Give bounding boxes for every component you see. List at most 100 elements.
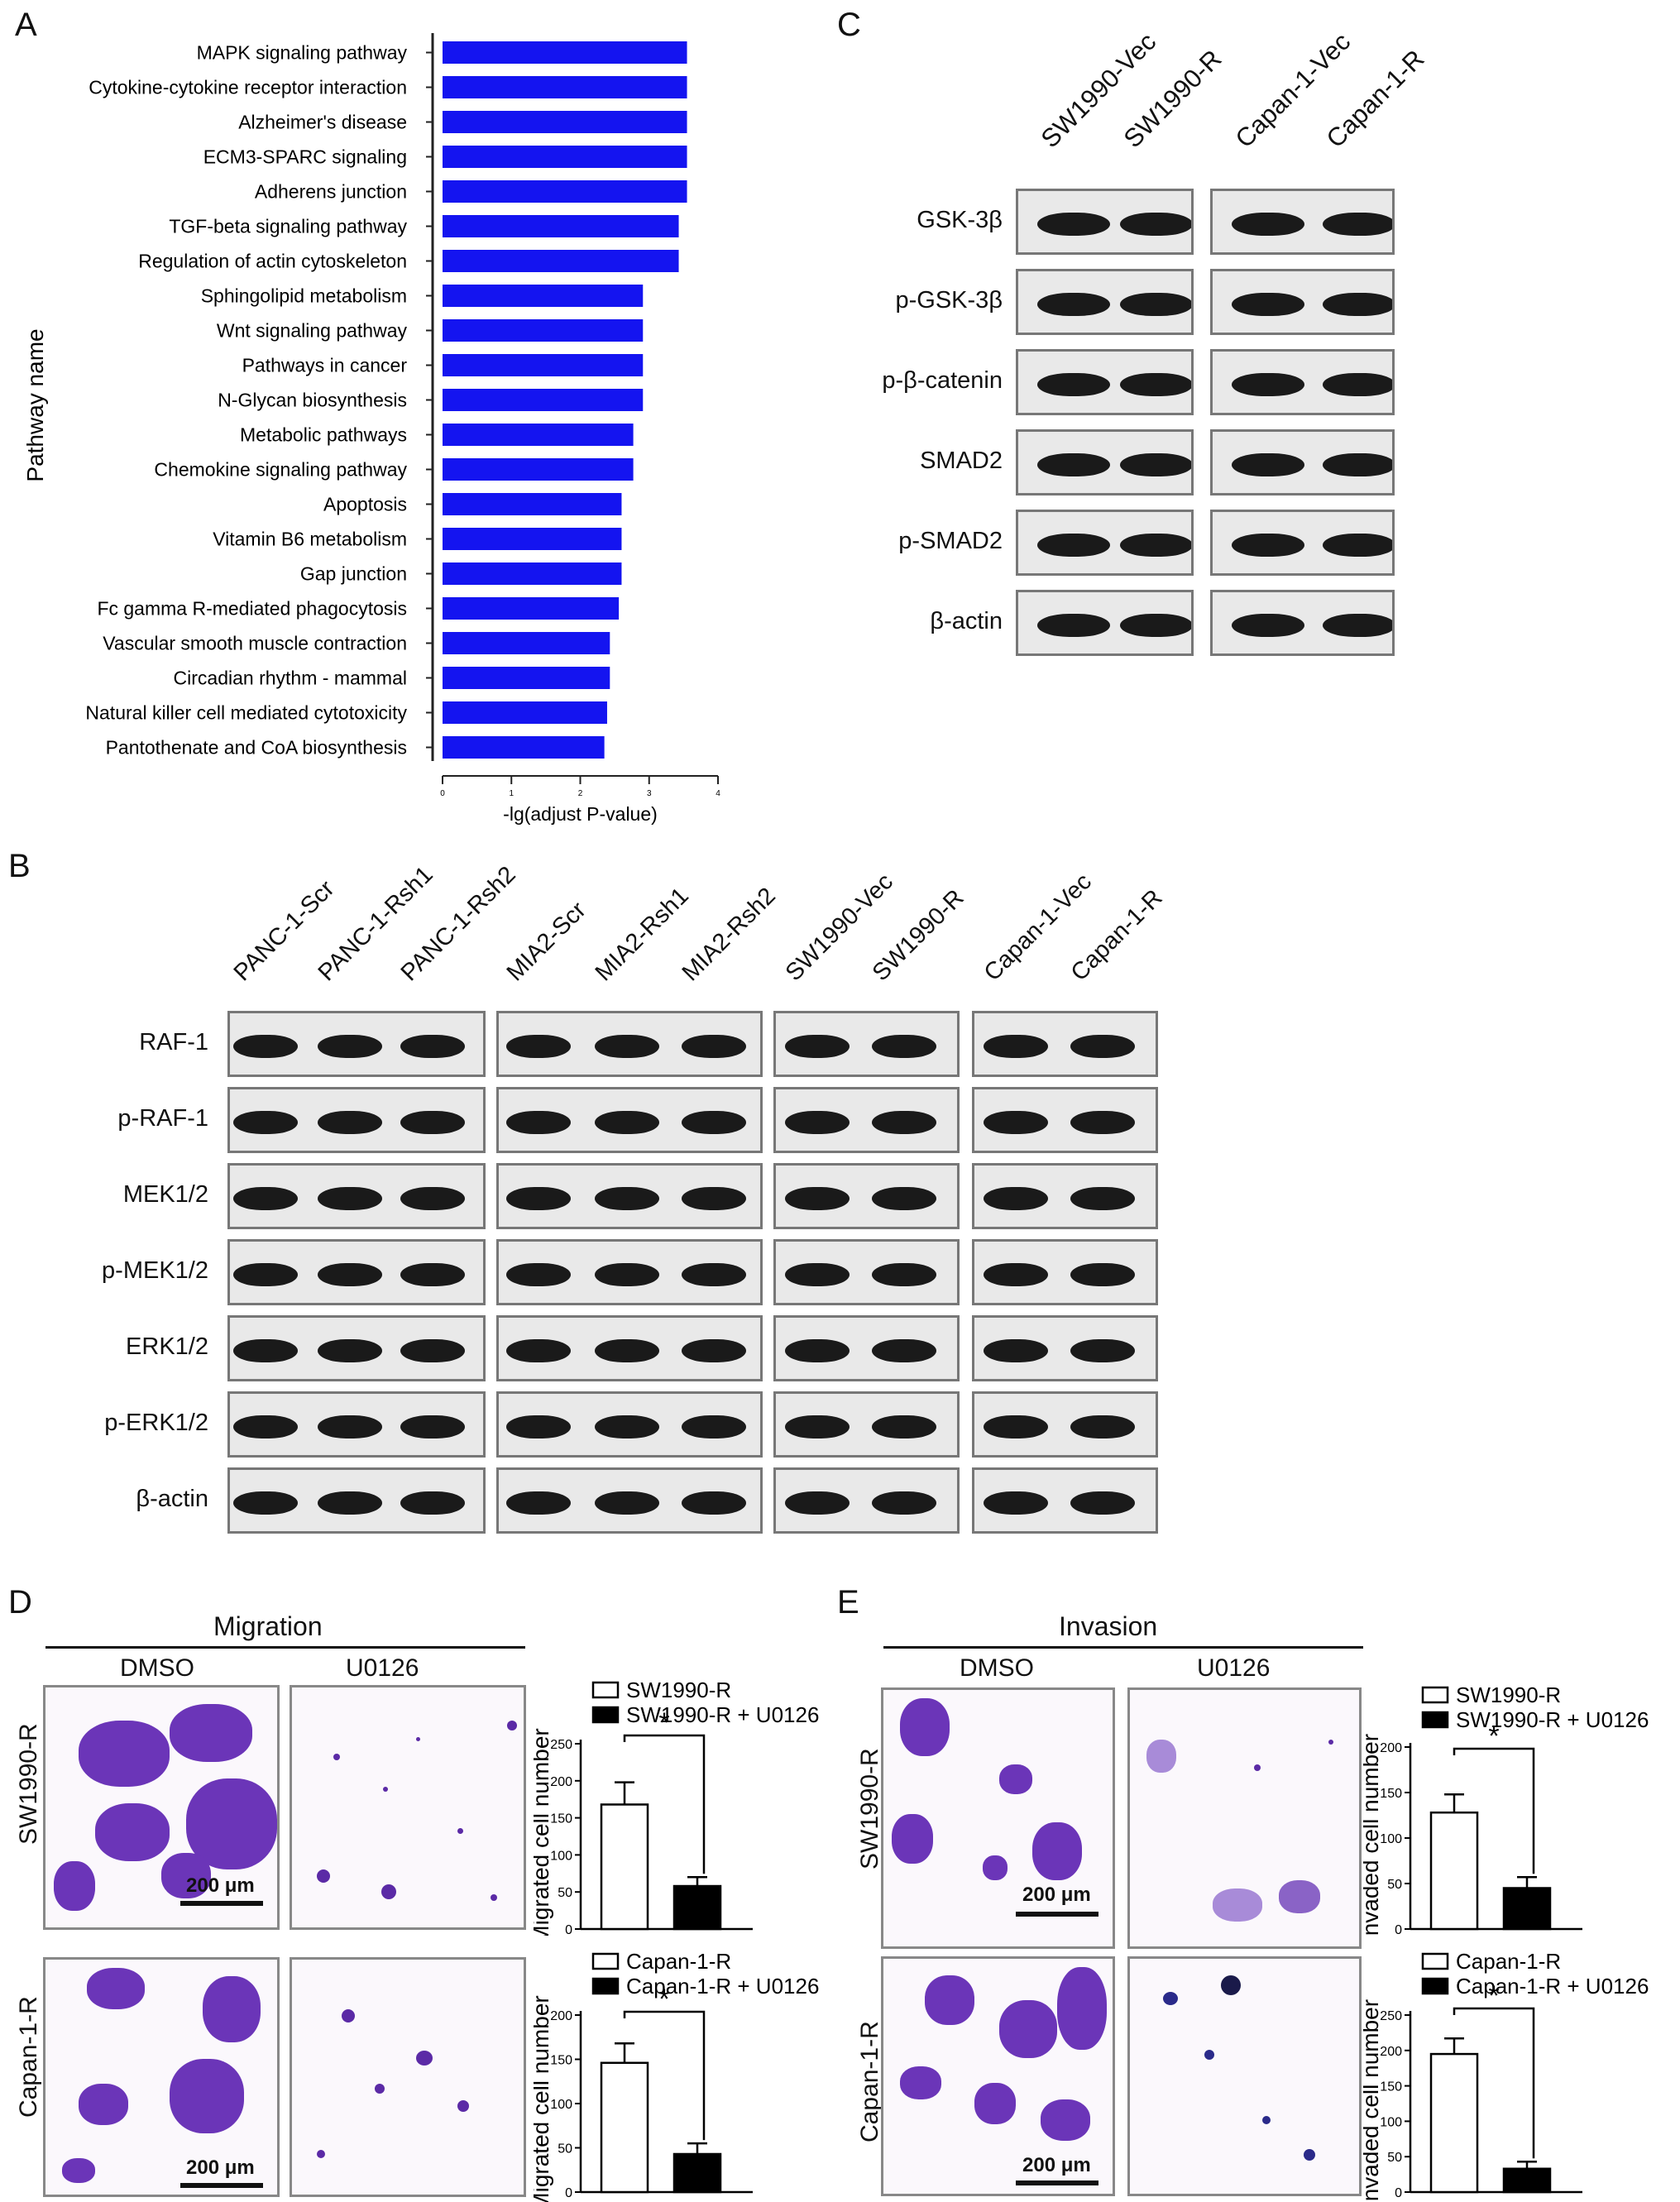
blot-band [872, 1262, 936, 1287]
category-label: Pathways in cancer [242, 355, 408, 376]
blot-box [1210, 510, 1395, 576]
blot-band [318, 1338, 382, 1363]
blot-band [400, 1338, 465, 1363]
bar [1429, 1811, 1479, 1931]
y-tick-label: 250 [1380, 2009, 1402, 2023]
blot-row-label: p-β-catenin [882, 367, 1003, 394]
y-tick-label: 0 [1395, 2186, 1402, 2200]
blot-box [1016, 590, 1194, 656]
lane-label: PANC-1-Scr [228, 875, 340, 987]
significance-bracket [1453, 1747, 1535, 1874]
y-tick-label: 0 [565, 2186, 572, 2200]
legend-label: SW1990-R + U0126 [1456, 1707, 1649, 1732]
bar [443, 458, 634, 481]
bar [443, 736, 605, 759]
y-tick-label: 100 [1380, 2115, 1402, 2129]
scale-label: 200 μm [1022, 2154, 1091, 2176]
legend-swatch [1421, 1711, 1449, 1729]
legend-label: Capan-1-R [1456, 1949, 1561, 1974]
blot-band [1323, 212, 1392, 237]
blot-band [984, 1110, 1048, 1135]
micrograph-migration-capan-dmso: 200 μm [43, 1957, 280, 2197]
category-label: MAPK signaling pathway [197, 42, 408, 64]
blot-box [496, 1467, 763, 1534]
micrograph-invasion-capan-u0126 [1127, 1956, 1362, 2196]
blot-row-label: p-RAF-1 [117, 1105, 208, 1132]
bar [443, 111, 687, 133]
blot-box [972, 1315, 1158, 1381]
y-tick-label: 200 [550, 2009, 572, 2023]
bar [1429, 2052, 1479, 2194]
micrograph-migration-sw1990-dmso: 200 μm [43, 1685, 280, 1930]
blot-band [1232, 452, 1304, 477]
blot-row-label: MEK1/2 [122, 1181, 208, 1208]
blot-box [227, 1163, 486, 1229]
category-label: Regulation of actin cytoskeleton [138, 251, 407, 272]
bar [600, 1803, 649, 1931]
significance-star: * [1488, 1721, 1499, 1752]
blot-box [1016, 429, 1194, 495]
blot-box [972, 1011, 1158, 1077]
legend-label: SW1990-R + U0126 [626, 1702, 819, 1727]
blot-band [400, 1186, 465, 1211]
blot-band [984, 1186, 1048, 1211]
blot-band [318, 1415, 382, 1439]
bar [443, 424, 634, 446]
bar [443, 250, 679, 272]
blot-box [773, 1467, 960, 1534]
blot-band [1120, 613, 1191, 638]
blot-band [595, 1491, 659, 1515]
bar [443, 493, 622, 515]
lane-label: PANC-1-Rsh2 [395, 861, 521, 987]
blot-band [785, 1110, 850, 1135]
bar [443, 146, 687, 168]
x-tick-label: 0 [440, 789, 445, 798]
blot-box [773, 1087, 960, 1153]
micrograph-invasion-sw1990-dmso: 200 μm [881, 1687, 1115, 1949]
blot-box [227, 1087, 486, 1153]
y-tick-label: 150 [1380, 2080, 1402, 2094]
blot-band [984, 1262, 1048, 1287]
blot-box [972, 1163, 1158, 1229]
blot-box [773, 1391, 960, 1458]
blot-box [227, 1315, 486, 1381]
blot-band [233, 1338, 298, 1363]
blot-box [227, 1391, 486, 1458]
blot-box [496, 1239, 763, 1305]
blot-box [1016, 349, 1194, 415]
blot-band [785, 1262, 850, 1287]
blot-band [1070, 1034, 1135, 1059]
y-tick-label: 100 [550, 2098, 572, 2112]
y-axis-label: Invaded cell number [1363, 1999, 1383, 2202]
blot-band [506, 1338, 571, 1363]
bar [443, 389, 644, 411]
x-tick-label: 1 [509, 789, 514, 798]
blot-band [984, 1415, 1048, 1439]
legend-label: Capan-1-R + U0126 [1456, 1974, 1649, 1999]
blot-band [872, 1491, 936, 1515]
blot-band [1323, 372, 1392, 397]
panel-letter-e: E [837, 1584, 859, 1620]
category-label: Gap junction [300, 563, 407, 585]
bar [443, 285, 644, 307]
blot-band [1323, 452, 1392, 477]
y-tick-label: 0 [1395, 1923, 1402, 1937]
y-tick-label: 200 [550, 1775, 572, 1789]
category-label: Alzheimer's disease [238, 112, 407, 133]
blot-band [1120, 533, 1191, 558]
panel-letter-d: D [8, 1584, 32, 1620]
blot-band [872, 1338, 936, 1363]
bar [443, 76, 687, 98]
scale-label: 200 μm [186, 1874, 255, 1897]
bar [600, 2061, 649, 2194]
category-label: ECM3-SPARC signaling [203, 146, 407, 168]
blot-band [682, 1186, 746, 1211]
y-tick-label: 50 [1387, 2151, 1402, 2165]
blot-band [984, 1491, 1048, 1515]
blot-band [400, 1034, 465, 1059]
blot-band [233, 1110, 298, 1135]
micrograph-invasion-sw1990-u0126 [1127, 1687, 1362, 1949]
blot-row-label: ERK1/2 [126, 1333, 208, 1360]
blot-band [1037, 292, 1110, 317]
